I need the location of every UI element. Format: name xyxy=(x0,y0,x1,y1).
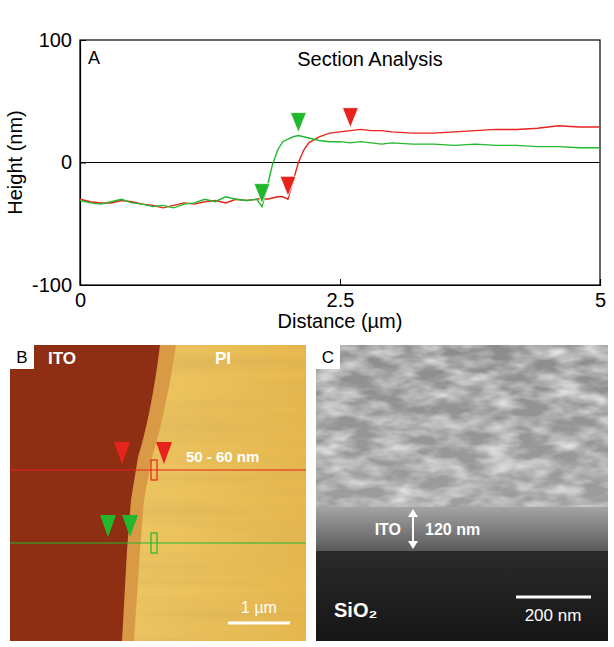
region-label: ITO xyxy=(48,349,76,368)
figure: 02.55-1000100Distance (µm)Height (nm)Sec… xyxy=(0,0,614,647)
tick-mark xyxy=(600,279,601,285)
tick-mark xyxy=(80,40,86,41)
chart-title: Section Analysis xyxy=(297,48,443,70)
cursor-marker xyxy=(290,113,306,133)
panel-a: 02.55-1000100Distance (µm)Height (nm)Sec… xyxy=(4,29,606,332)
section-box xyxy=(151,533,157,553)
surface-texture xyxy=(316,345,608,507)
reference-line xyxy=(80,162,600,163)
ito-layer xyxy=(316,507,608,551)
profile-line xyxy=(80,136,600,208)
pi-texture xyxy=(10,345,306,641)
axis-line xyxy=(81,279,601,286)
section-cursor xyxy=(114,442,130,464)
panel-b: B ITO PI 50 - 60 nm 1 µm xyxy=(10,345,306,641)
section-box xyxy=(151,460,157,480)
tick-label: -100 xyxy=(32,274,72,296)
section-line xyxy=(10,542,306,543)
plot-frame xyxy=(80,40,600,285)
afm-image xyxy=(10,345,306,641)
panel-letter-box xyxy=(10,345,34,369)
scale-bar-label: 200 nm xyxy=(525,606,582,625)
plot-area xyxy=(80,108,600,208)
tick: -100 xyxy=(32,274,86,296)
section-cursor xyxy=(100,515,116,537)
tick: 5 xyxy=(595,279,606,311)
arrow-head xyxy=(408,541,418,549)
panel-letter-box xyxy=(316,345,340,369)
pi-region xyxy=(10,345,306,641)
tick-mark xyxy=(80,285,86,286)
tick-label: 5 xyxy=(595,289,606,311)
tick-label: 100 xyxy=(39,29,72,51)
panel-c: C ITO 120 nm SiO₂ 200 nm xyxy=(316,345,608,641)
scale-bar xyxy=(516,596,591,599)
x-axis-title: Distance (µm) xyxy=(278,310,403,332)
step-edge xyxy=(10,345,176,641)
tick-label: 0 xyxy=(75,289,86,311)
panel-letter: A xyxy=(88,48,100,68)
y-axis-title: Height (nm) xyxy=(4,110,26,214)
cursor-marker xyxy=(342,108,358,128)
tick-label: 0 xyxy=(61,151,72,173)
sio2-layer xyxy=(316,551,608,641)
panel-letter: C xyxy=(322,348,334,367)
thickness-arrow xyxy=(412,515,414,543)
tick: 2.5 xyxy=(327,279,355,311)
scale-bar xyxy=(228,622,290,625)
tick-mark xyxy=(340,279,341,285)
surface xyxy=(316,345,608,507)
y-axis: -100 0 100 xyxy=(32,29,86,296)
cursor-marker xyxy=(280,176,296,196)
step-height-label: 50 - 60 nm xyxy=(186,448,259,465)
section-line xyxy=(10,469,306,470)
scale-bar-label: 1 µm xyxy=(241,599,277,616)
layer-label: ITO xyxy=(375,521,401,538)
sem-image xyxy=(316,345,608,641)
tick: 100 xyxy=(39,29,86,51)
panel-letter: B xyxy=(16,348,27,367)
layer-label: SiO₂ xyxy=(334,599,377,621)
thickness-label: 120 nm xyxy=(425,521,480,538)
profile-line xyxy=(80,126,600,208)
section-cursor xyxy=(122,515,138,537)
section-cursor xyxy=(156,442,172,464)
ito-region xyxy=(10,345,160,641)
region-label: PI xyxy=(215,349,231,368)
x-axis: 02.55 xyxy=(75,279,606,311)
arrow-head xyxy=(408,509,418,517)
cursor-marker xyxy=(254,184,270,204)
tick-label: 2.5 xyxy=(327,289,355,311)
